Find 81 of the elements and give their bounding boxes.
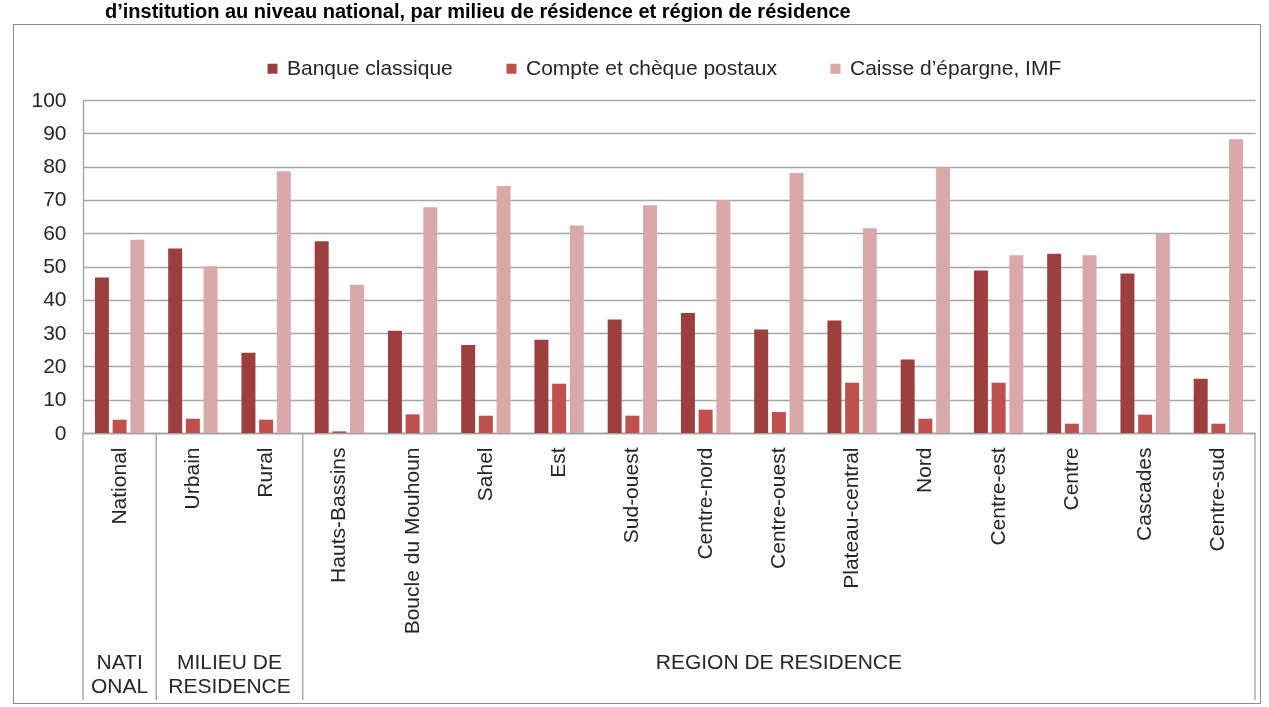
y-tick-label: 80: [43, 154, 67, 178]
bar: [241, 352, 256, 433]
bar: [1155, 233, 1170, 433]
bar: [387, 330, 402, 433]
bar: [185, 418, 200, 433]
bar: [1138, 414, 1153, 433]
x-tick-label: National: [106, 447, 130, 525]
x-tick-label: Sud-ouest: [619, 447, 643, 544]
y-tick-label: 20: [43, 353, 67, 377]
legend-label: Compte et chèque postaux: [526, 55, 778, 79]
bar: [350, 284, 365, 433]
bar: [1211, 423, 1226, 433]
bar: [900, 359, 915, 433]
bar: [569, 225, 584, 433]
y-tick-label: 100: [31, 87, 67, 111]
x-tick-label: Centre-est: [985, 447, 1009, 546]
legend-label: Banque classique: [287, 55, 453, 79]
bar: [845, 382, 860, 433]
y-tick-label: 10: [43, 387, 67, 411]
bar: [991, 382, 1006, 433]
x-tick-label: Urbain: [179, 447, 203, 510]
bar: [276, 171, 291, 433]
bar: [112, 419, 127, 433]
x-tick-label: Rural: [253, 447, 277, 498]
bar: [607, 319, 622, 433]
bar: [918, 418, 933, 433]
x-tick-label: Hauts-Bassins: [326, 447, 350, 583]
bar: [625, 415, 640, 433]
bar: [461, 345, 476, 433]
bar: [1082, 255, 1097, 433]
bar: [423, 207, 438, 433]
bar: [716, 199, 731, 433]
bar: [771, 412, 786, 433]
bar: [789, 172, 804, 433]
bar: [827, 320, 842, 433]
bar: [1120, 273, 1135, 433]
bar: [259, 419, 274, 433]
x-tick-label: Est: [546, 447, 570, 478]
bar: [94, 277, 109, 433]
y-tick-label: 40: [43, 287, 67, 311]
bar: [1009, 255, 1024, 433]
y-tick-label: 0: [54, 420, 67, 444]
bar: [973, 270, 988, 433]
bar: [754, 329, 769, 433]
bar: [534, 339, 549, 433]
bar: [1064, 423, 1079, 433]
bar: [862, 228, 877, 433]
bar: [1229, 139, 1244, 433]
x-tick-label: Centre-ouest: [765, 447, 789, 569]
x-tick-label: Nord: [912, 447, 936, 494]
bar: [496, 185, 511, 433]
text: REGION DE RESIDENCE: [655, 650, 902, 673]
y-tick-label: 90: [43, 120, 67, 144]
bar: [936, 167, 951, 433]
bar: [405, 414, 420, 433]
bar: [130, 239, 145, 433]
x-tick-label: Cascades: [1132, 447, 1156, 541]
bar: [698, 409, 713, 433]
y-tick-label: 50: [43, 254, 67, 277]
text: NATI ONAL: [91, 650, 149, 697]
x-tick-label: Centre-nord: [692, 447, 716, 560]
bar: [1047, 253, 1062, 433]
text: MILIEU DE RESIDENCE: [168, 650, 291, 697]
x-tick-label: Plateau-central: [839, 447, 863, 589]
bar: [478, 415, 493, 433]
y-tick-label: 30: [43, 320, 67, 344]
x-tick-label: Centre: [1058, 447, 1082, 511]
bar: [680, 313, 695, 433]
bar: [1193, 378, 1208, 433]
bar: [168, 248, 183, 433]
x-tick-label: Centre-sud: [1205, 447, 1229, 552]
legend-label: Caisse d’épargne, IMF: [850, 55, 1062, 79]
x-tick-label: Boucle du Mouhoun: [399, 447, 423, 635]
bar: [643, 205, 658, 433]
bar: [314, 241, 329, 433]
y-tick-label: 70: [43, 187, 67, 211]
x-tick-label: Sahel: [472, 447, 496, 502]
y-tick-label: 60: [43, 220, 67, 244]
chart-title: d’institution au niveau national, par milieu de résidence et région de résidence: [105, 0, 851, 22]
bar: [552, 383, 567, 433]
bar: [203, 266, 218, 433]
